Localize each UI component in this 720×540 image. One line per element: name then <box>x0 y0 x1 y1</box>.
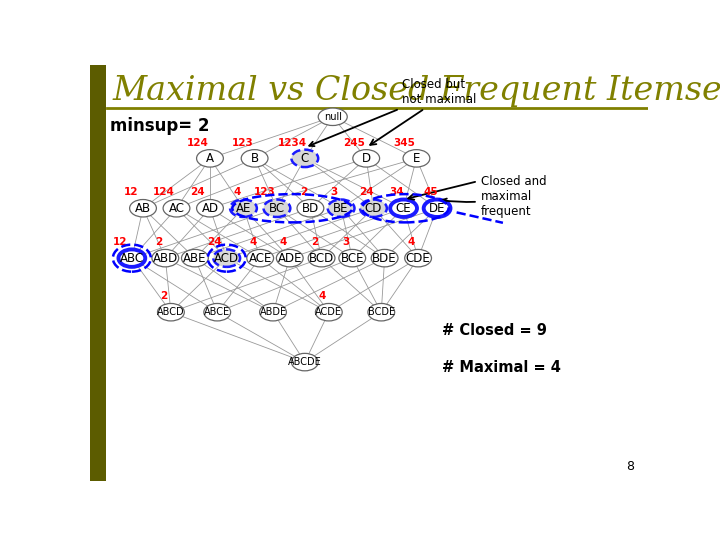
Ellipse shape <box>308 249 335 267</box>
Ellipse shape <box>181 249 208 267</box>
Text: 24: 24 <box>190 187 205 198</box>
Text: BE: BE <box>333 202 349 215</box>
Ellipse shape <box>292 150 318 167</box>
Text: B: B <box>251 152 258 165</box>
Text: # Closed = 9: # Closed = 9 <box>441 323 546 338</box>
Text: minsup= 2: minsup= 2 <box>109 117 209 135</box>
Text: 345: 345 <box>393 138 415 147</box>
Text: 4: 4 <box>250 238 257 247</box>
Ellipse shape <box>197 199 223 217</box>
Text: A: A <box>206 152 214 165</box>
Text: 8: 8 <box>626 460 634 473</box>
Text: 2: 2 <box>300 187 307 198</box>
Text: 24: 24 <box>359 187 374 198</box>
Text: 4: 4 <box>408 238 415 247</box>
Text: ACDE: ACDE <box>315 307 342 317</box>
Ellipse shape <box>368 303 395 321</box>
Text: 3: 3 <box>330 187 338 198</box>
Text: 4: 4 <box>279 238 287 247</box>
Text: 2: 2 <box>155 238 162 247</box>
Text: 123: 123 <box>253 187 276 198</box>
Text: 1234: 1234 <box>278 138 307 147</box>
Text: CE: CE <box>396 202 411 215</box>
Ellipse shape <box>130 199 156 217</box>
Text: AD: AD <box>202 202 219 215</box>
Ellipse shape <box>247 249 274 267</box>
Ellipse shape <box>372 249 398 267</box>
Text: 245: 245 <box>343 138 365 147</box>
Text: ABD: ABD <box>153 252 178 265</box>
Text: ADE: ADE <box>277 252 302 265</box>
Text: D: D <box>361 152 371 165</box>
Ellipse shape <box>423 199 451 217</box>
Ellipse shape <box>360 199 387 217</box>
Text: ABCE: ABCE <box>204 307 230 317</box>
Ellipse shape <box>315 303 342 321</box>
Text: BCDE: BCDE <box>368 307 395 317</box>
Text: null: null <box>324 112 342 122</box>
Ellipse shape <box>241 150 268 167</box>
Ellipse shape <box>158 303 184 321</box>
Text: 4: 4 <box>318 292 326 301</box>
Text: 24: 24 <box>207 238 222 247</box>
Text: ABCD: ABCD <box>157 307 185 317</box>
Bar <box>90 65 106 481</box>
Text: ABE: ABE <box>183 252 207 265</box>
Text: CDE: CDE <box>406 252 431 265</box>
Text: BDE: BDE <box>372 252 397 265</box>
Ellipse shape <box>297 199 324 217</box>
Ellipse shape <box>152 249 179 267</box>
Ellipse shape <box>264 199 290 217</box>
Text: Closed and
maximal
frequent: Closed and maximal frequent <box>442 175 546 218</box>
Text: AB: AB <box>135 202 151 215</box>
Text: 45: 45 <box>423 187 438 198</box>
Text: CD: CD <box>365 202 382 215</box>
Text: ACE: ACE <box>248 252 272 265</box>
Text: BCD: BCD <box>309 252 334 265</box>
Text: E: E <box>413 152 420 165</box>
Ellipse shape <box>353 150 379 167</box>
Text: Maximal vs Closed Frequent Itemsets: Maximal vs Closed Frequent Itemsets <box>112 75 720 107</box>
Text: AE: AE <box>235 202 251 215</box>
Text: ABCDE: ABCDE <box>288 357 322 367</box>
Text: BC: BC <box>269 202 285 215</box>
Text: ABC: ABC <box>120 252 144 265</box>
Ellipse shape <box>339 249 366 267</box>
Text: C: C <box>301 152 309 165</box>
Ellipse shape <box>276 249 303 267</box>
Text: 124: 124 <box>186 138 209 147</box>
Text: AC: AC <box>168 202 184 215</box>
Text: 12: 12 <box>124 187 138 198</box>
Ellipse shape <box>328 199 354 217</box>
Ellipse shape <box>403 150 430 167</box>
Ellipse shape <box>230 199 257 217</box>
Ellipse shape <box>405 249 431 267</box>
Text: 4: 4 <box>233 187 240 198</box>
Ellipse shape <box>197 150 223 167</box>
Text: 34: 34 <box>390 187 404 198</box>
Text: 2: 2 <box>311 238 318 247</box>
Ellipse shape <box>318 108 347 125</box>
Ellipse shape <box>390 199 417 217</box>
Ellipse shape <box>119 249 145 267</box>
Text: 3: 3 <box>342 238 349 247</box>
Text: 123: 123 <box>231 138 253 147</box>
Text: 12: 12 <box>112 238 127 247</box>
Text: ABDE: ABDE <box>259 307 287 317</box>
Text: # Maximal = 4: # Maximal = 4 <box>441 361 560 375</box>
Text: DE: DE <box>429 202 446 215</box>
Ellipse shape <box>204 303 230 321</box>
Text: BD: BD <box>302 202 319 215</box>
Text: 124: 124 <box>153 187 175 198</box>
Ellipse shape <box>163 199 190 217</box>
Ellipse shape <box>260 303 287 321</box>
Ellipse shape <box>213 249 240 267</box>
Ellipse shape <box>292 353 318 371</box>
Text: ACD: ACD <box>214 252 239 265</box>
Text: Closed but
not maximal: Closed but not maximal <box>310 78 477 146</box>
Text: BCE: BCE <box>341 252 364 265</box>
Text: 2: 2 <box>161 292 168 301</box>
